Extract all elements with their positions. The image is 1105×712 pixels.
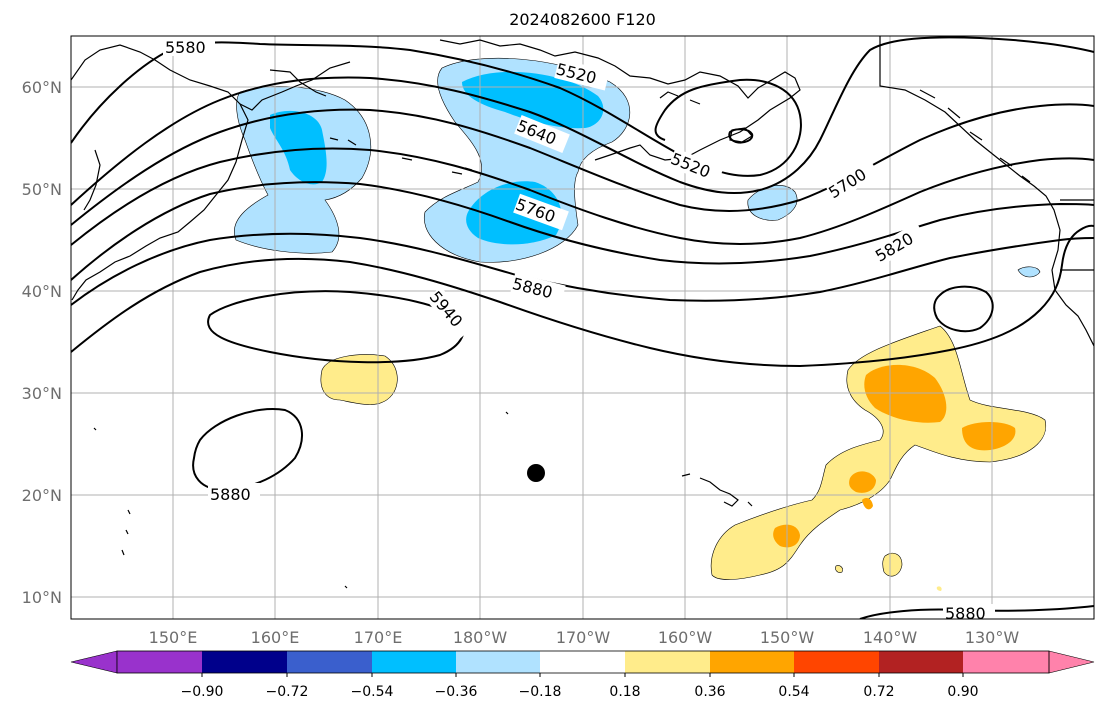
- colorbar-tick-label: 0.90: [947, 684, 978, 700]
- map-title: 2024082600 F120: [509, 10, 656, 29]
- lon-label: 150°E: [149, 628, 198, 647]
- lon-label: 140°W: [863, 628, 918, 647]
- lon-label: 180°W: [453, 628, 508, 647]
- lon-label: 150°W: [760, 628, 815, 647]
- colorbar-bin: [372, 651, 456, 673]
- colorbar-tick-label: −0.54: [351, 684, 394, 700]
- colorbar-tick-label: 0.72: [863, 684, 894, 700]
- colorbar-bin: [710, 651, 794, 673]
- lon-label: 160°E: [251, 628, 300, 647]
- colorbar-bin: [117, 651, 202, 673]
- lon-label: 170°W: [556, 628, 611, 647]
- contour-labels: 5580 5520 5640 5520 5760 5700 5820 5880 …: [163, 36, 995, 623]
- lat-label: 60°N: [22, 78, 62, 97]
- colorbar-extend-high: [1048, 650, 1095, 674]
- positive-anomaly-shading: [320, 325, 1047, 591]
- lat-label: 40°N: [22, 282, 62, 301]
- contour-label: 5880: [210, 485, 251, 504]
- colorbar-bin: [202, 651, 287, 673]
- colorbar-bin: [540, 651, 625, 673]
- lat-label: 20°N: [22, 486, 62, 505]
- lat-label: 10°N: [22, 588, 62, 607]
- map-frame: [70, 35, 1095, 620]
- negative-anomaly-shading: [234, 57, 1041, 278]
- colorbar-tick-label: −0.72: [266, 684, 309, 700]
- lat-label: 30°N: [22, 384, 62, 403]
- colorbar-tick-label: 0.18: [609, 684, 640, 700]
- contour-label: 5880: [945, 604, 986, 623]
- latitude-labels: 60°N 50°N 40°N 30°N 20°N 10°N: [22, 78, 62, 607]
- colorbar-tick-label: −0.36: [435, 684, 478, 700]
- colorbar-bin: [963, 651, 1049, 673]
- colorbar-bin: [287, 651, 372, 673]
- colorbar-extend-low: [70, 650, 118, 674]
- lon-label: 170°E: [354, 628, 403, 647]
- contour-label: 5580: [165, 38, 206, 57]
- colorbar-bin: [794, 651, 879, 673]
- height-contours: [71, 36, 1094, 619]
- colorbar-tick-label: 0.36: [694, 684, 725, 700]
- lat-label: 50°N: [22, 180, 62, 199]
- colorbar-tick-label: 0.54: [778, 684, 809, 700]
- colorbar: −0.90 −0.72 −0.54 −0.36 −0.18 0.18 0.36 …: [70, 650, 1095, 700]
- storm-position-dot: [527, 464, 545, 482]
- colorbar-tick-label: −0.90: [181, 684, 224, 700]
- colorbar-tick-label: −0.18: [519, 684, 562, 700]
- longitude-labels: 150°E 160°E 170°E 180°W 170°W 160°W 150°…: [149, 628, 1020, 647]
- colorbar-bin: [625, 651, 710, 673]
- lon-label: 130°W: [965, 628, 1020, 647]
- colorbar-bin: [456, 651, 540, 673]
- lon-label: 160°W: [658, 628, 713, 647]
- colorbar-bin: [879, 651, 963, 673]
